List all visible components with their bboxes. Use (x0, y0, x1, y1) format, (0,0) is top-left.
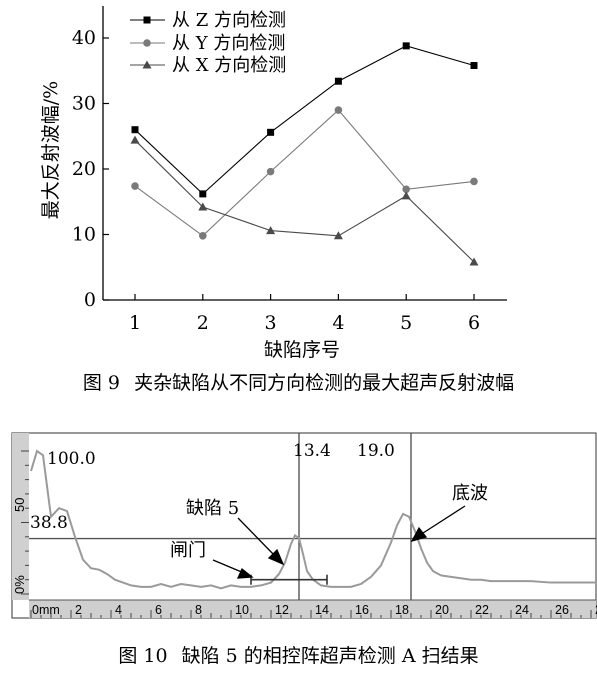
figure9-caption: 图 9 夹杂缺陷从不同方向检测的最大超声反射波幅 (0, 368, 597, 395)
ruler-label: 18 (395, 603, 409, 617)
series-line-circle (134, 109, 475, 237)
amplitude-tick-0: 0% (12, 575, 27, 594)
ruler-label: 26 (555, 603, 569, 617)
ruler-label: 14 (315, 603, 329, 617)
ruler-label: 2 (75, 603, 82, 617)
x-tick-label: 6 (468, 312, 480, 334)
defect-annotation: 缺陷 5 (186, 498, 239, 519)
data-point-circle (402, 185, 411, 194)
ruler-label: 28 (595, 603, 597, 617)
x-tick-label: 3 (265, 312, 277, 334)
ascan-waveform (30, 449, 597, 590)
data-point-square (470, 62, 478, 70)
y-tick-label: 40 (72, 27, 96, 49)
x-tick-label: 4 (332, 312, 344, 334)
y-tick-label: 0 (84, 289, 96, 311)
ruler-label: 0mm (32, 603, 60, 617)
ruler-label: 22 (475, 603, 489, 617)
data-point-circle (199, 232, 207, 240)
y-tick-label: 30 (72, 93, 96, 115)
ruler-label: 4 (115, 603, 122, 617)
x-tick-label: 1 (129, 312, 141, 334)
y-tick-label: 10 (72, 224, 96, 246)
back-wall-annotation: 底波 (452, 483, 488, 504)
data-point-square (199, 190, 207, 198)
data-point-circle (334, 106, 343, 114)
legend-label: 从 Z 方向检测 (172, 10, 286, 31)
data-point-triangle (401, 191, 411, 200)
figure9-title: 夹杂缺陷从不同方向检测的最大超声反射波幅 (134, 372, 515, 394)
data-point-square (402, 42, 410, 50)
figure10-caption: 图 10 缺陷 5 的相控阵超声检测 A 扫结果 (0, 641, 597, 668)
figure9-line-chart: 0 10 20 30 40 1 2 3 4 5 6 缺陷序号 最大反射波幅/% 从 Z 方向检测从… (40, 6, 507, 361)
figure10-ascan-plot: 50 0% 0mm246810121416182022242628 100.0 … (11, 432, 597, 619)
legend-marker (142, 60, 152, 69)
amplitude-tick-50: 50 (12, 498, 27, 512)
figure10-number: 图 10 (118, 645, 168, 667)
y-tick-label: 20 (72, 158, 96, 180)
x-axis-label: 缺陷序号 (264, 339, 340, 361)
peak-value-label: 100.0 (47, 449, 96, 469)
ruler-label: 12 (275, 603, 289, 617)
series-line-triangle (134, 139, 475, 263)
legend-marker (143, 16, 151, 24)
figure10-title: 缺陷 5 的相控阵超声检测 A 扫结果 (181, 645, 479, 667)
cursor2-label: 19.0 (357, 441, 395, 461)
ascan-frame (11, 432, 597, 619)
ruler-label: 16 (355, 603, 369, 617)
figure9-number: 图 9 (82, 372, 121, 394)
data-point-square (267, 128, 275, 136)
x-tick-label: 5 (400, 312, 412, 334)
x-tick-label: 2 (197, 312, 209, 334)
data-point-triangle (130, 135, 140, 144)
data-point-square (131, 126, 139, 134)
data-point-circle (131, 182, 139, 190)
data-point-circle (470, 177, 478, 186)
ruler-label: 6 (155, 603, 162, 617)
gate-level-label: 38.8 (30, 513, 68, 533)
ruler-label: 10 (235, 603, 249, 617)
ruler-label: 20 (435, 603, 449, 617)
y-axis-label: 最大反射波幅/% (40, 81, 62, 219)
ruler-label: 24 (515, 603, 529, 617)
amplitude-scale-strip (12, 433, 29, 600)
series-line-square (134, 45, 475, 195)
data-point-triangle (469, 257, 479, 266)
data-point-triangle (266, 226, 276, 235)
gate-annotation: 闸门 (170, 540, 206, 561)
legend-label: 从 Y 方向检测 (172, 33, 285, 54)
data-point-circle (266, 167, 275, 176)
amplitude-scale-ticks (21, 450, 29, 595)
data-point-square (334, 77, 342, 85)
legend-label: 从 X 方向检测 (172, 55, 286, 76)
data-point-triangle (198, 202, 208, 211)
annotation-arrows (212, 505, 466, 579)
ruler-label: 8 (195, 603, 202, 617)
legend-marker (143, 39, 151, 47)
data-point-triangle (333, 231, 343, 240)
cursor1-label: 13.4 (293, 441, 331, 461)
